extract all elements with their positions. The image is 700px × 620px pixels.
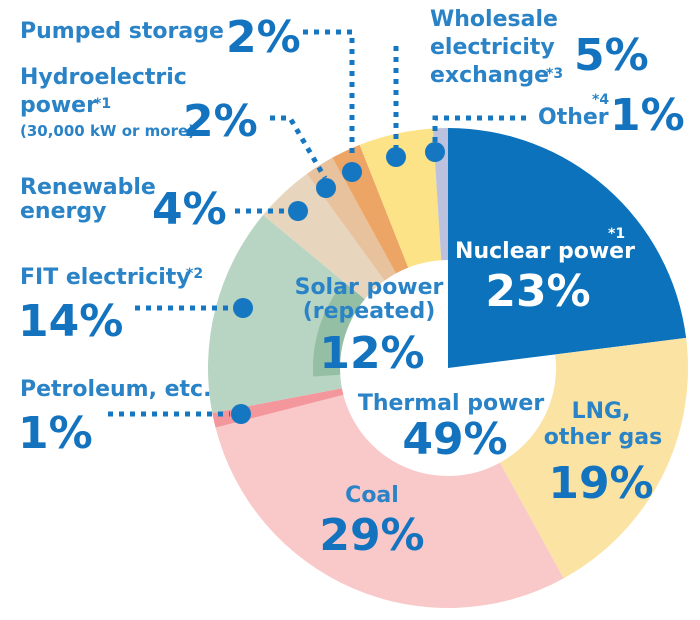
slice-wholesale-electricity-exchange — [359, 128, 442, 268]
value-thermal: 49% — [402, 414, 507, 465]
pie-slices — [207, 128, 688, 608]
leader-lines — [108, 29, 528, 424]
leader-pumped-storage — [303, 29, 355, 158]
value-fit: 14% — [18, 296, 123, 347]
label-lng-line2: other gas — [544, 425, 662, 450]
dot-renewable — [288, 201, 308, 221]
leader-hydroelectric — [270, 115, 328, 180]
label-nuclear: Nuclear power — [455, 239, 635, 264]
label-renewable-line2: energy — [20, 199, 106, 224]
note-nuclear: *1 — [608, 226, 625, 242]
label-pumped-storage: Pumped storage — [20, 19, 224, 44]
label-petroleum: Petroleum, etc. — [20, 377, 211, 402]
value-hydroelectric: 2% — [183, 96, 258, 147]
label-other: Other — [538, 105, 609, 130]
label-hydroelectric-line1: Hydroelectric — [20, 65, 187, 90]
label-wholesale-line1: Wholesale — [430, 7, 558, 32]
label-coal: Coal — [345, 483, 399, 508]
dot-hydroelectric — [316, 178, 336, 198]
slice-solar-power-repeated — [313, 281, 365, 377]
dot-petroleum — [231, 404, 251, 424]
slice-nuclear-power — [448, 128, 687, 368]
label-renewable-line1: Renewable — [20, 175, 156, 200]
value-lng: 19% — [548, 458, 653, 509]
note-fit: *2 — [186, 266, 203, 282]
value-nuclear: 23% — [485, 266, 590, 317]
label-lng-line1: LNG, — [572, 399, 631, 424]
label-wholesale-line3: exchange — [430, 63, 549, 88]
value-petroleum: 1% — [18, 408, 93, 459]
dot-wholesale — [386, 147, 406, 167]
value-solar: 12% — [319, 328, 424, 379]
slice-coal — [215, 394, 564, 608]
note-wholesale: *3 — [546, 66, 563, 82]
value-pumped-storage: 2% — [226, 12, 301, 63]
leader-other — [432, 115, 528, 142]
label-hydroelectric-line3: (30,000 kW or more) — [20, 122, 195, 140]
value-renewable: 4% — [152, 184, 227, 235]
note-hydroelectric: *1 — [94, 96, 111, 112]
value-other: 1% — [610, 90, 685, 141]
slice-lng-other-gas — [500, 337, 688, 579]
label-solar-line2: (repeated) — [303, 299, 436, 324]
label-fit: FIT electricity — [20, 265, 191, 290]
value-coal: 29% — [319, 510, 424, 561]
label-wholesale-line2: electricity — [430, 35, 555, 60]
label-thermal: Thermal power — [358, 391, 545, 416]
dot-pumped-storage — [342, 162, 362, 182]
label-hydroelectric-line2: power — [20, 93, 97, 118]
dot-fit — [233, 298, 253, 318]
label-solar-line1: Solar power — [295, 275, 444, 300]
dot-other — [425, 142, 445, 162]
value-wholesale: 5% — [574, 30, 649, 81]
note-other: *4 — [592, 92, 609, 108]
